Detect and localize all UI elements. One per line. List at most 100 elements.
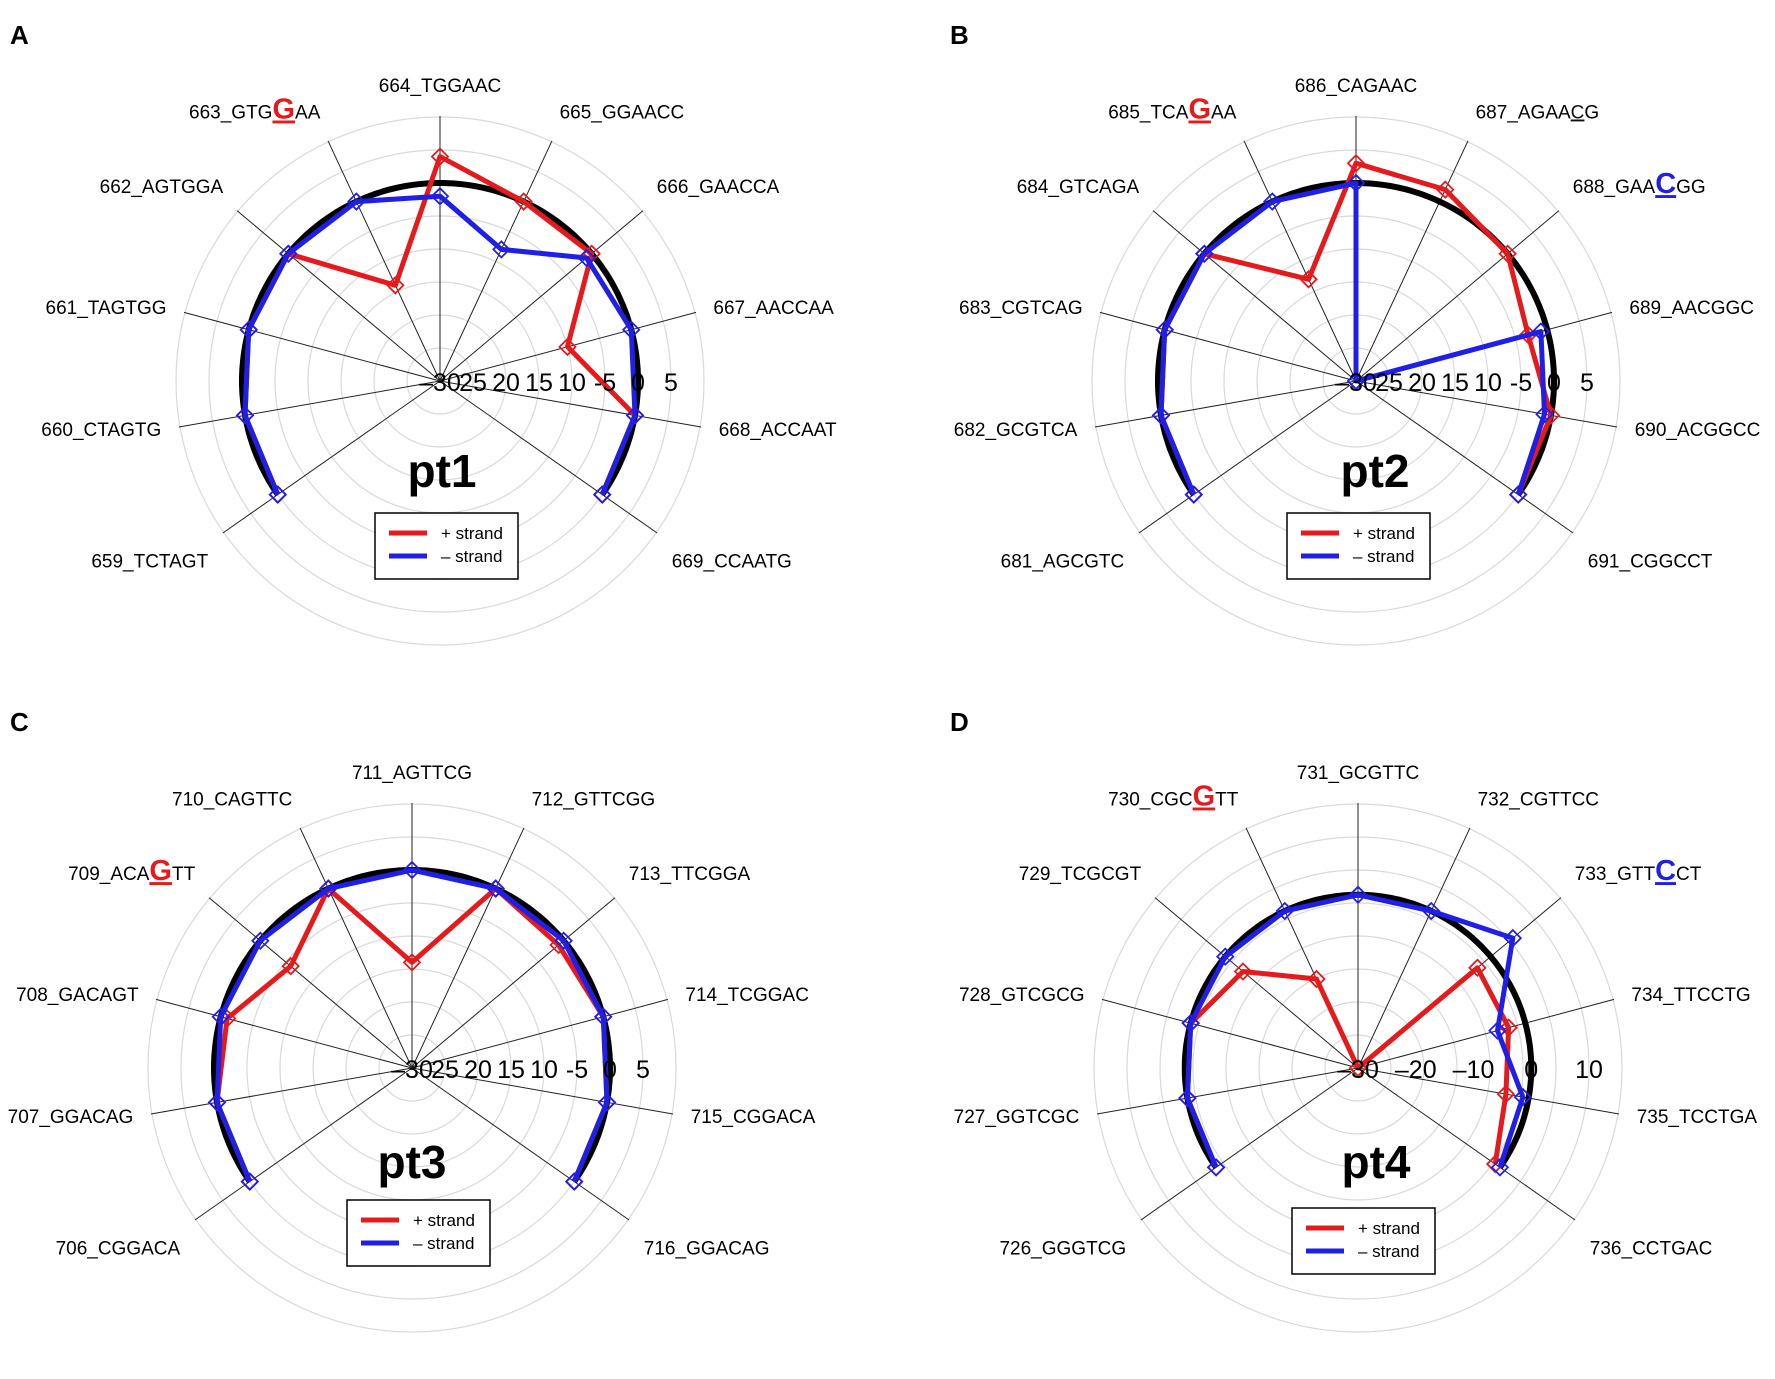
data-point-708_GACAGT: [211, 1007, 231, 1027]
category-label-683_CGTCAG: 683_CGTCAG: [959, 298, 1083, 319]
spoke-line: [1355, 210, 1560, 382]
data-point-689_AACGGC: [1531, 322, 1551, 341]
data-point-688_GAACGG: [1498, 244, 1517, 264]
spoke-line: [1101, 998, 1359, 1069]
legend-box: [1286, 512, 1431, 580]
data-point-713_TTCGGA: [554, 931, 573, 951]
spoke-line: [1154, 897, 1359, 1069]
spoke-line: [1357, 1067, 1620, 1115]
tick-label: 20: [464, 1056, 492, 1084]
category-label-734_TTCCTG: 734_TTCCTG: [1631, 985, 1750, 1006]
category-label-714_TCGGAC: 714_TCGGAC: [685, 985, 809, 1006]
legend: + strand – strand: [1291, 1207, 1436, 1275]
data-point-661_TAGTGG: [239, 320, 259, 340]
data-point-736_CCTGAC: [1490, 1158, 1510, 1177]
data-point-726_GGGTCG: [1206, 1158, 1226, 1177]
data-point-714_TCGGAC: [593, 1007, 613, 1027]
data-point-732_CGTTCC: [1348, 1058, 1368, 1078]
data-point-735_TCCTGA: [1496, 1084, 1516, 1104]
data-point-664_TGGAAC: [430, 186, 450, 206]
tick-label: 10: [1474, 369, 1502, 397]
panel-letter: A: [10, 20, 29, 50]
data-point-733_GTTCCT: [1468, 958, 1487, 978]
spoke-line: [439, 210, 644, 382]
category-label-669_CCAATG: 669_CCAATG: [672, 551, 792, 572]
tick-label: 10: [1575, 1056, 1603, 1084]
data-point-729_TCGCGT: [1216, 947, 1235, 966]
category-label-689_AACGGC: 689_AACGGC: [1629, 298, 1754, 319]
data-point-665_GGAACC: [492, 240, 511, 259]
category-label-661_TAGTGG: 661_TAGTGG: [46, 298, 167, 319]
panel-letter: C: [10, 707, 29, 737]
spoke-line: [411, 998, 669, 1069]
data-point-712_GTTCGG: [486, 879, 505, 898]
data-point-664_TGGAAC: [430, 147, 450, 166]
tick-label: –10: [1453, 1056, 1495, 1084]
spoke-line: [1357, 827, 1471, 1069]
data-point-663_GTGGAA: [347, 192, 366, 211]
data-point-730_CGCGTT: [1275, 901, 1295, 921]
spoke-line: [1355, 380, 1618, 428]
spoke-line: [155, 998, 413, 1069]
category-label-664_TGGAAC: 664_TGGAAC: [379, 76, 502, 97]
category-label-709_ACAGTT: 709_ACAGTT: [68, 855, 196, 887]
data-point-735_TCCTGA: [1513, 1087, 1533, 1107]
data-point-665_GGAACC: [514, 192, 533, 211]
legend-label-minus: – strand: [413, 1234, 474, 1253]
data-point-659_TCTAGT: [268, 485, 288, 504]
panel-title: pt4: [1342, 1136, 1411, 1188]
spoke-line: [1138, 380, 1357, 534]
tick-label: -5: [1510, 369, 1532, 397]
category-label-685_TCAGAA: 685_TCAGAA: [1108, 94, 1237, 126]
tick-label: 25: [431, 1056, 459, 1084]
data-point-681_AGCGTC: [1184, 485, 1204, 504]
legend: + strand – strand: [1286, 512, 1431, 580]
data-point-732_CGTTCC: [1421, 901, 1441, 921]
legend-box: [346, 1199, 491, 1267]
legend-label-plus: + strand: [441, 524, 503, 543]
spoke-line: [178, 380, 441, 428]
data-point-716_GGACAG: [564, 1172, 584, 1191]
category-label-659_TCTAGT: 659_TCTAGT: [91, 551, 208, 572]
data-point-731_GCGTTC: [1348, 885, 1368, 905]
spoke-line: [1355, 140, 1469, 382]
data-point-683_CGTCAG: [1155, 320, 1175, 340]
category-label-731_GCGTTC: 731_GCGTTC: [1297, 763, 1419, 784]
data-point-663_GTGGAA: [386, 276, 405, 295]
category-label-735_TCCTGA: 735_TCCTGA: [1637, 1107, 1758, 1128]
tick-label: –20: [1395, 1056, 1437, 1084]
data-point-666_GAACCA: [577, 248, 596, 268]
data-point-734_TTCCTG: [1488, 1021, 1507, 1040]
data-point-684_GTCAGA: [1195, 244, 1214, 264]
spoke-line: [327, 140, 441, 382]
category-label-662_AGTGGA: 662_AGTGGA: [100, 177, 224, 198]
tick-label: –30: [1337, 1056, 1379, 1084]
data-point-729_TCGCGT: [1233, 962, 1253, 981]
spoke-line: [439, 140, 553, 382]
tick-label: 0: [603, 1056, 617, 1084]
panel-title: pt1: [408, 445, 477, 497]
spoke-line: [194, 1067, 413, 1221]
reference-circle: [239, 180, 641, 497]
category-label-663_GTGGAA: 663_GTGGAA: [189, 94, 321, 126]
data-point-711_AGTTCG: [402, 860, 422, 880]
panel-title: pt2: [1341, 445, 1410, 497]
tick-label: 10: [558, 369, 586, 397]
category-label-727_GGTCGC: 727_GGTCGC: [954, 1107, 1080, 1128]
data-point-711_AGTTCG: [402, 953, 422, 972]
series-line-minus: [214, 867, 610, 1183]
tick-label: 0: [1547, 369, 1561, 397]
category-label-713_TTCGGA: 713_TTCGGA: [629, 864, 751, 885]
data-point-686_CAGAAC: [1346, 153, 1366, 173]
category-label-687_AGAACG: 687_AGAACG: [1476, 103, 1600, 124]
spoke-line: [150, 1067, 413, 1115]
data-point-709_ACAGTT: [251, 931, 270, 951]
data-point-727_GGTCGC: [1178, 1088, 1197, 1108]
data-point-662_AGTGGA: [279, 244, 298, 264]
category-label-732_CGTTCC: 732_CGTTCC: [1478, 790, 1599, 811]
legend-label-minus: – strand: [441, 547, 502, 566]
panel-letter: B: [950, 20, 969, 50]
category-label-668_ACCAAT: 668_ACCAAT: [719, 420, 837, 441]
